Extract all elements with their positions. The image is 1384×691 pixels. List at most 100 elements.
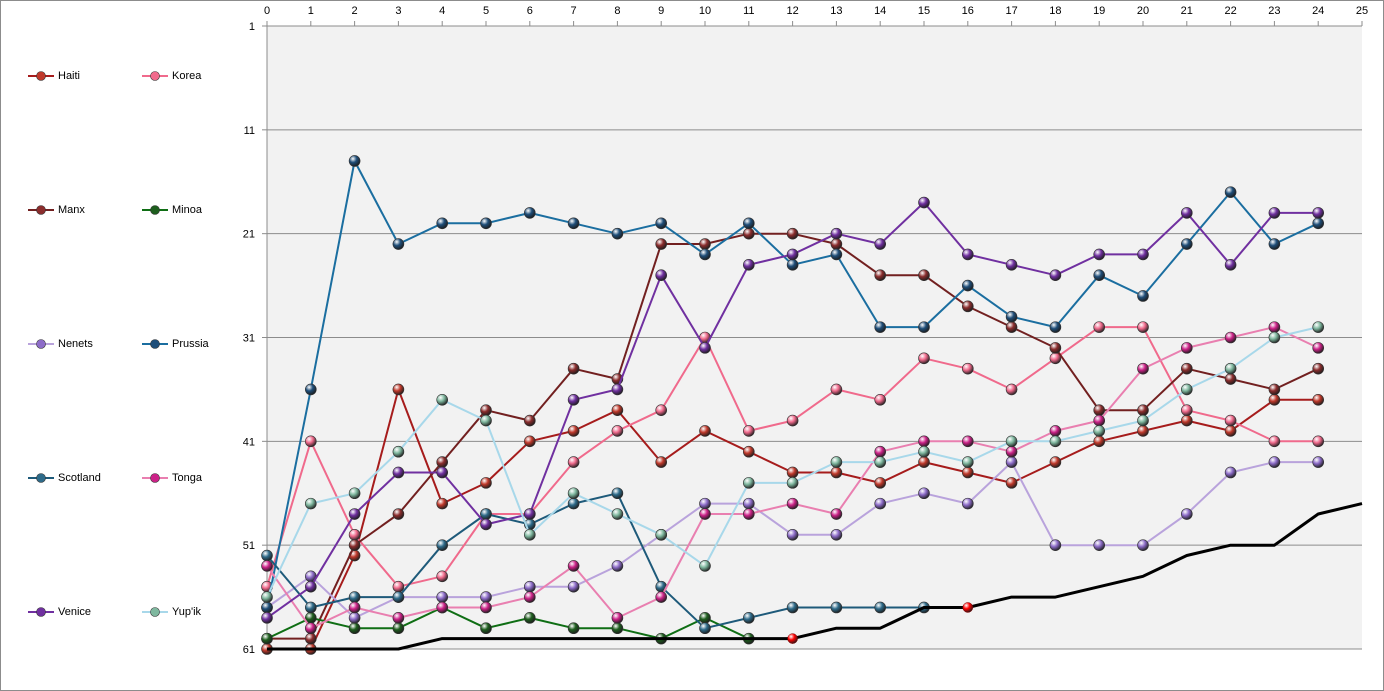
x-tick-label: 19 xyxy=(1093,5,1105,17)
data-point-nenets xyxy=(1005,456,1018,468)
legend-label: Scotland xyxy=(58,472,101,484)
data-point-minoa xyxy=(523,612,536,624)
data-point-prussia xyxy=(261,601,273,614)
x-tick-label: 9 xyxy=(658,5,664,17)
data-point-scotland xyxy=(699,622,711,635)
x-tick-label: 22 xyxy=(1224,5,1236,17)
data-point-prussia xyxy=(1268,238,1281,250)
data-point-korea xyxy=(874,393,887,406)
data-point-nenets xyxy=(1049,539,1062,551)
data-point-minoa xyxy=(699,612,711,624)
data-point-yupik xyxy=(1137,414,1149,427)
data-point-tonga xyxy=(1181,342,1193,354)
data-point-korea xyxy=(1224,414,1237,427)
data-point-tonga xyxy=(830,508,843,520)
x-tick-label: 8 xyxy=(614,5,620,17)
data-point-nenets xyxy=(874,497,887,510)
data-point-yupik xyxy=(392,445,405,458)
data-point-manx xyxy=(918,269,930,282)
legend-item: Manx xyxy=(28,202,85,218)
data-point-yupik xyxy=(874,456,887,468)
y-tick-label: 11 xyxy=(244,125,255,137)
data-point-tonga xyxy=(1224,331,1237,344)
data-point-tonga xyxy=(523,591,536,603)
data-point-haiti xyxy=(1005,477,1018,489)
data-point-yupik xyxy=(1268,331,1281,344)
data-point-venice xyxy=(699,342,711,354)
data-point-yupik xyxy=(1312,321,1324,333)
data-point-tonga xyxy=(261,560,273,572)
data-point-haiti xyxy=(1268,393,1281,406)
series-line-baseline xyxy=(267,502,1363,651)
data-point-minoa xyxy=(611,622,624,635)
data-point-prussia xyxy=(480,217,492,230)
data-point-korea xyxy=(655,404,668,416)
data-point-venice xyxy=(392,466,405,479)
data-point-prussia xyxy=(392,238,405,250)
data-point-manx xyxy=(1268,383,1281,396)
legend-label: Manx xyxy=(58,204,85,216)
data-point-yupik xyxy=(830,456,843,468)
legend-swatch xyxy=(142,205,168,215)
data-point-nenets xyxy=(480,591,492,603)
data-point-yupik xyxy=(961,456,974,468)
data-point-korea xyxy=(1312,435,1324,448)
legend-swatch xyxy=(28,205,54,215)
data-point-manx xyxy=(304,632,317,645)
data-point-tonga xyxy=(436,601,449,614)
data-point-manx xyxy=(392,508,405,520)
data-point-scotland xyxy=(611,487,624,500)
series-line-scotland xyxy=(266,492,924,630)
data-point-venice xyxy=(480,518,492,531)
data-point-manx xyxy=(480,404,492,416)
legend-item: Minoa xyxy=(142,202,202,218)
data-point-manx xyxy=(348,539,361,551)
data-point-manx xyxy=(1005,321,1018,333)
data-point-haiti xyxy=(742,445,755,458)
data-point-korea xyxy=(1137,321,1149,333)
legend-swatch xyxy=(142,71,168,81)
data-point-prussia xyxy=(304,383,317,396)
data-point-venice xyxy=(655,269,668,282)
data-point-manx xyxy=(699,238,711,250)
data-point-haiti xyxy=(480,477,492,489)
x-tick-label: 21 xyxy=(1181,5,1193,17)
data-point-venice xyxy=(567,393,580,406)
data-point-nenets xyxy=(1224,466,1237,479)
data-point-yupik xyxy=(1005,435,1018,448)
x-tick-label: 6 xyxy=(527,5,533,17)
data-point-venice xyxy=(261,612,273,624)
data-point-scotland xyxy=(742,612,755,624)
data-point-haiti xyxy=(786,466,799,479)
data-point-minoa xyxy=(392,622,405,635)
data-point-prussia xyxy=(1005,310,1018,323)
data-point-tonga xyxy=(348,601,361,614)
data-point-tonga xyxy=(961,435,974,448)
data-point-prussia xyxy=(611,227,624,240)
data-point-prussia xyxy=(786,259,799,271)
data-point-venice xyxy=(1181,207,1193,219)
data-point-venice xyxy=(742,259,755,271)
data-point-venice xyxy=(1049,269,1062,282)
legend: Haiti Korea Manx Minoa Nenets Prussia Scotland… xyxy=(0,0,240,689)
data-point-nenets xyxy=(1268,456,1281,468)
data-point-tonga xyxy=(1093,414,1105,427)
data-point-korea xyxy=(786,414,799,427)
data-point-nenets xyxy=(1137,539,1149,551)
x-tick-label: 4 xyxy=(439,5,445,17)
data-point-scotland xyxy=(348,591,361,603)
data-point-prussia xyxy=(348,155,361,167)
x-tick-label: 14 xyxy=(874,5,886,17)
data-point-yupik xyxy=(786,477,799,489)
legend-swatch xyxy=(142,473,168,483)
data-point-tonga xyxy=(1268,321,1281,333)
data-point-scotland xyxy=(304,601,317,614)
legend-item: Korea xyxy=(142,68,201,84)
data-point-venice xyxy=(786,248,799,261)
y-tick-label: 61 xyxy=(243,644,255,656)
data-point-haiti xyxy=(611,404,624,416)
data-point-tonga xyxy=(742,508,755,520)
x-tick-label: 16 xyxy=(962,5,974,17)
data-point-minoa xyxy=(348,622,361,635)
data-point-prussia xyxy=(874,321,887,333)
